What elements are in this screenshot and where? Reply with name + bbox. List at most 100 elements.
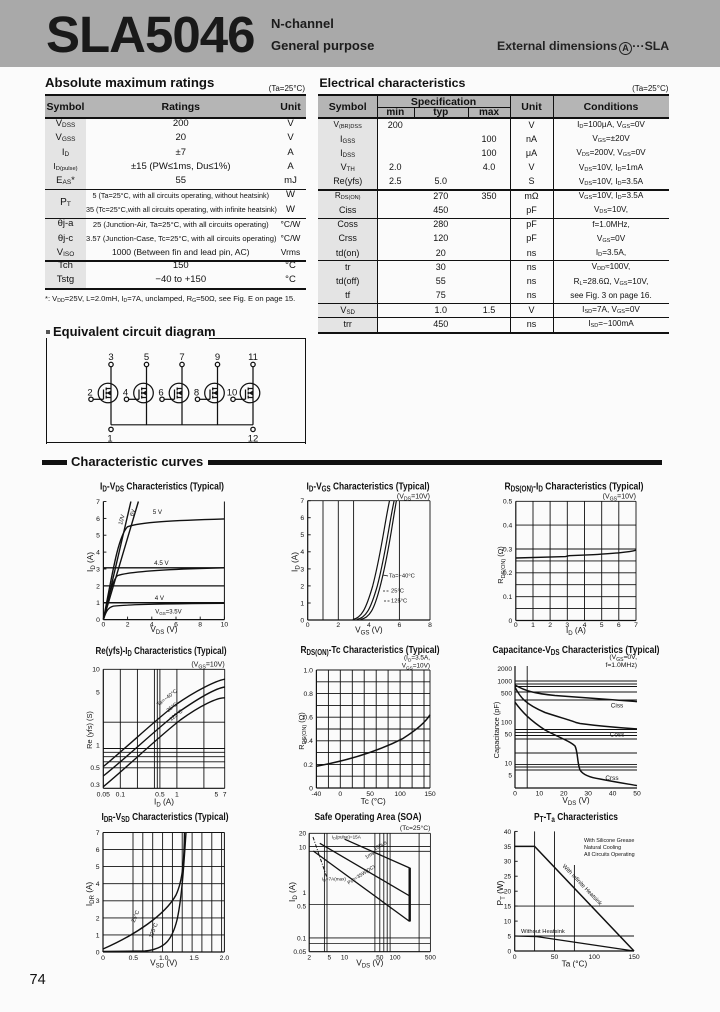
svg-text:VGS=3.5V: VGS=3.5V xyxy=(155,610,181,617)
svg-text:With Infinite Heatsink: With Infinite Heatsink xyxy=(561,864,603,907)
svg-text:5: 5 xyxy=(327,955,331,962)
svg-text:Ciss: Ciss xyxy=(611,703,623,710)
svg-text:10: 10 xyxy=(341,955,349,962)
svg-text:VDS​ (V): VDS​ (V) xyxy=(356,959,383,970)
svg-text:1: 1 xyxy=(300,600,304,607)
svg-text:10: 10 xyxy=(227,388,238,399)
svg-text:Crss: Crss xyxy=(605,775,618,782)
svg-text:6: 6 xyxy=(96,847,100,854)
svg-text:0: 0 xyxy=(96,949,100,956)
svg-text:2: 2 xyxy=(548,622,552,629)
svg-text:100: 100 xyxy=(394,791,406,798)
svg-text:With Silicone Grease: With Silicone Grease xyxy=(584,838,634,844)
svg-text:10: 10 xyxy=(299,844,307,851)
svg-text:30: 30 xyxy=(584,791,592,798)
svg-text:0: 0 xyxy=(508,948,512,955)
svg-text:0.5: 0.5 xyxy=(129,955,139,962)
svg-text:100: 100 xyxy=(501,719,512,726)
svg-text:8: 8 xyxy=(198,622,202,629)
svg-text:7: 7 xyxy=(179,352,184,363)
svg-text:1: 1 xyxy=(175,792,179,799)
svg-text:10V: 10V xyxy=(118,514,126,526)
svg-text:ID=7A(max): ID=7A(max) xyxy=(322,877,346,883)
svg-text:0: 0 xyxy=(513,954,517,961)
svg-text:2: 2 xyxy=(87,388,92,399)
svg-text:2: 2 xyxy=(96,583,100,590)
svg-text:4: 4 xyxy=(583,622,587,629)
svg-text:1ms: 1ms xyxy=(364,850,376,861)
svg-text:0: 0 xyxy=(306,622,310,629)
svg-text:0.3: 0.3 xyxy=(90,782,100,789)
svg-text:1: 1 xyxy=(96,742,100,749)
svg-text:0: 0 xyxy=(338,791,342,798)
svg-text:2: 2 xyxy=(126,622,130,629)
svg-text:1: 1 xyxy=(531,622,535,629)
svg-text:50: 50 xyxy=(376,955,384,962)
svg-text:1: 1 xyxy=(96,600,100,607)
svg-text:VGS​ (V): VGS​ (V) xyxy=(355,626,383,637)
svg-text:RDS(ON)​-ID​ Characteristics (: RDS(ON)​-ID​ Characteristics (Typical) xyxy=(505,481,644,494)
svg-text:2: 2 xyxy=(96,915,100,922)
svg-text:25: 25 xyxy=(504,874,512,881)
svg-text:0.5: 0.5 xyxy=(155,792,165,799)
svg-text:2: 2 xyxy=(300,583,304,590)
svg-text:15: 15 xyxy=(504,904,512,911)
svg-text:30: 30 xyxy=(504,859,512,866)
svg-text:0.05: 0.05 xyxy=(293,949,306,956)
svg-text:-40: -40 xyxy=(311,791,321,798)
svg-text:100: 100 xyxy=(389,955,400,962)
svg-text:6: 6 xyxy=(96,516,100,523)
svg-text:35: 35 xyxy=(504,844,512,851)
svg-text:50: 50 xyxy=(633,791,641,798)
svg-text:150: 150 xyxy=(424,791,436,798)
svg-text:40: 40 xyxy=(609,791,617,798)
svg-text:ID​ (A): ID​ (A) xyxy=(288,882,299,902)
svg-text:10: 10 xyxy=(505,760,513,767)
svg-text:2.0: 2.0 xyxy=(220,955,230,962)
svg-text:3: 3 xyxy=(96,566,100,573)
svg-text:0.4: 0.4 xyxy=(303,738,313,745)
svg-text:25°C: 25°C xyxy=(131,910,141,924)
svg-text:6: 6 xyxy=(617,622,621,629)
svg-text:1.0: 1.0 xyxy=(303,667,313,674)
svg-text:(VGS​=10V): (VGS​=10V) xyxy=(603,494,636,503)
svg-text:50: 50 xyxy=(366,791,374,798)
svg-text:5: 5 xyxy=(600,622,604,629)
svg-text:1.0: 1.0 xyxy=(159,955,169,962)
svg-text:ID​-VGS​ Characteristics (Typi: ID​-VGS​ Characteristics (Typical) xyxy=(307,481,430,494)
svg-text:5: 5 xyxy=(215,792,219,799)
svg-text:4.5 V: 4.5 V xyxy=(154,560,169,567)
svg-text:Natural Cooling: Natural Cooling xyxy=(584,845,621,851)
svg-text:VGS​=10V): VGS​=10V) xyxy=(402,663,430,671)
svg-text:0.2: 0.2 xyxy=(303,762,313,769)
svg-text:5: 5 xyxy=(508,773,512,780)
svg-text:PT​-Ta​ Characteristics: PT​-Ta​ Characteristics xyxy=(534,811,618,824)
svg-text:ID​ (A): ID​ (A) xyxy=(566,626,586,637)
svg-text:RDS(ON)​-Tc Characteristics (T: RDS(ON)​-Tc Characteristics (Typical) xyxy=(301,645,440,657)
svg-text:VSD​ (V): VSD​ (V) xyxy=(150,959,177,970)
svg-text:5: 5 xyxy=(96,690,100,697)
svg-text:20: 20 xyxy=(299,831,307,838)
svg-text:40: 40 xyxy=(504,829,512,836)
svg-text:Re(yfs)-ID​ Characteristics (T: Re(yfs)-ID​ Characteristics (Typical) xyxy=(96,645,227,658)
svg-text:500: 500 xyxy=(501,691,512,698)
svg-text:25°C: 25°C xyxy=(391,589,404,595)
svg-text:8: 8 xyxy=(428,622,432,629)
svg-text:100: 100 xyxy=(589,954,601,961)
svg-text:3: 3 xyxy=(565,622,569,629)
svg-text:10: 10 xyxy=(221,622,229,629)
svg-text:500: 500 xyxy=(425,955,436,962)
svg-text:0: 0 xyxy=(514,622,518,629)
svg-text:6V: 6V xyxy=(129,509,137,518)
svg-text:0.05: 0.05 xyxy=(97,792,110,799)
svg-text:5 V: 5 V xyxy=(153,509,163,516)
svg-text:7: 7 xyxy=(634,622,638,629)
svg-text:f=1.0MHz): f=1.0MHz) xyxy=(605,662,637,669)
svg-text:4: 4 xyxy=(123,388,128,399)
svg-text:4: 4 xyxy=(300,549,304,556)
svg-text:0: 0 xyxy=(513,791,517,798)
svg-text:1: 1 xyxy=(96,932,100,939)
svg-text:Ta=−40°C: Ta=−40°C xyxy=(389,574,415,580)
svg-text:10: 10 xyxy=(504,919,512,926)
svg-text:11: 11 xyxy=(248,352,258,363)
